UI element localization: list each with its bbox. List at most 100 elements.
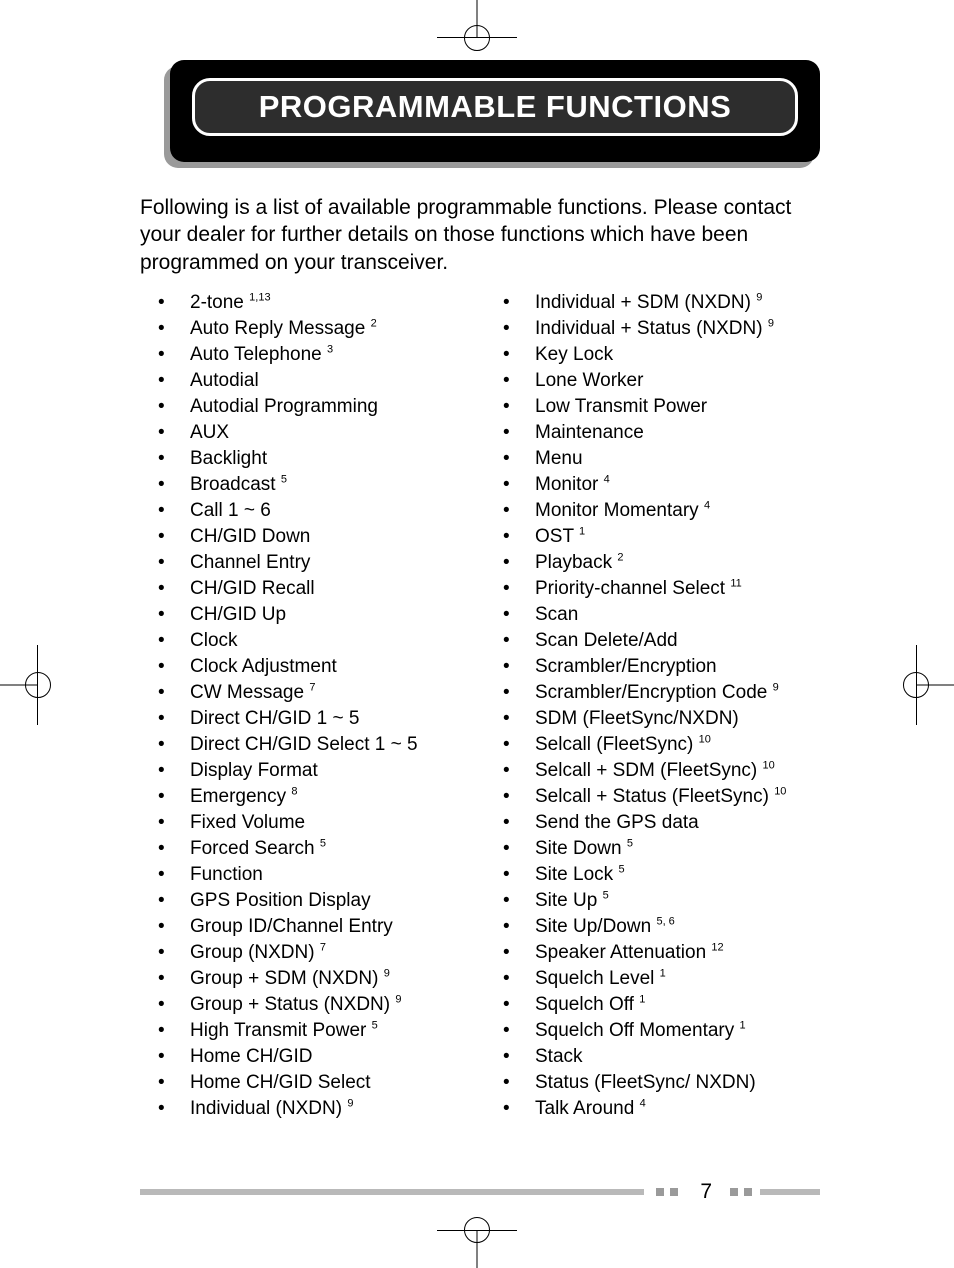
footnote-ref: 5 <box>372 1020 378 1032</box>
bullet: • <box>503 1096 535 1122</box>
list-item: •Stack <box>503 1044 820 1070</box>
bullet: • <box>158 706 190 732</box>
list-item: •Clock Adjustment <box>158 654 475 680</box>
function-label: Scrambler/Encryption <box>535 654 820 680</box>
footnote-ref: 9 <box>384 968 390 980</box>
function-label: Squelch Level 1 <box>535 966 820 992</box>
bullet: • <box>158 1018 190 1044</box>
bullet: • <box>503 1018 535 1044</box>
bullet: • <box>503 966 535 992</box>
footnote-ref: 2 <box>371 318 377 330</box>
page-footer: 7 <box>140 1180 820 1204</box>
list-item: •Auto Reply Message 2 <box>158 316 475 342</box>
function-label: Call 1 ~ 6 <box>190 498 475 524</box>
bullet: • <box>503 706 535 732</box>
list-item: •Individual + SDM (NXDN) 9 <box>503 290 820 316</box>
list-item: •Selcall (FleetSync) 10 <box>503 732 820 758</box>
function-label: Selcall + Status (FleetSync) 10 <box>535 784 820 810</box>
function-label: Stack <box>535 1044 820 1070</box>
bullet: • <box>158 1070 190 1096</box>
footnote-ref: 5 <box>603 890 609 902</box>
bullet: • <box>158 1044 190 1070</box>
footnote-ref: 8 <box>291 786 297 798</box>
footnote-ref: 1 <box>579 526 585 538</box>
bullet: • <box>158 732 190 758</box>
crop-mark-left <box>0 655 60 715</box>
list-item: •Broadcast 5 <box>158 472 475 498</box>
footnote-ref: 10 <box>699 734 711 746</box>
function-label: Site Down 5 <box>535 836 820 862</box>
list-item: •Key Lock <box>503 342 820 368</box>
function-label: Scan Delete/Add <box>535 628 820 654</box>
function-label: 2-tone 1,13 <box>190 290 475 316</box>
function-label: Forced Search 5 <box>190 836 475 862</box>
list-item: •Group (NXDN) 7 <box>158 940 475 966</box>
list-item: •Squelch Off Momentary 1 <box>503 1018 820 1044</box>
function-label: Display Format <box>190 758 475 784</box>
list-item: •Low Transmit Power <box>503 394 820 420</box>
list-item: •Autodial <box>158 368 475 394</box>
bullet: • <box>503 576 535 602</box>
bullet: • <box>503 628 535 654</box>
bullet: • <box>503 784 535 810</box>
function-label: CH/GID Down <box>190 524 475 550</box>
right-column: •Individual + SDM (NXDN) 9•Individual + … <box>485 290 820 1123</box>
bullet: • <box>158 602 190 628</box>
bullet: • <box>158 966 190 992</box>
function-label: Speaker Attenuation 12 <box>535 940 820 966</box>
function-label: Selcall (FleetSync) 10 <box>535 732 820 758</box>
crop-mark-right <box>894 655 954 715</box>
footnote-ref: 5 <box>627 838 633 850</box>
title-inner: PROGRAMMABLE FUNCTIONS <box>192 78 798 136</box>
list-item: •Selcall + Status (FleetSync) 10 <box>503 784 820 810</box>
bullet: • <box>158 654 190 680</box>
bullet: • <box>158 628 190 654</box>
list-item: •Site Up 5 <box>503 888 820 914</box>
function-label: CH/GID Recall <box>190 576 475 602</box>
bullet: • <box>503 550 535 576</box>
function-label: Squelch Off 1 <box>535 992 820 1018</box>
function-label: GPS Position Display <box>190 888 475 914</box>
function-label: CH/GID Up <box>190 602 475 628</box>
bullet: • <box>503 680 535 706</box>
list-item: •Site Lock 5 <box>503 862 820 888</box>
bullet: • <box>158 342 190 368</box>
footnote-ref: 10 <box>774 786 786 798</box>
bullet: • <box>158 758 190 784</box>
footnote-ref: 9 <box>768 318 774 330</box>
function-label: OST 1 <box>535 524 820 550</box>
list-item: •Send the GPS data <box>503 810 820 836</box>
function-label: Home CH/GID Select <box>190 1070 475 1096</box>
function-label: Fixed Volume <box>190 810 475 836</box>
function-label: Playback 2 <box>535 550 820 576</box>
list-item: •Site Up/Down 5, 6 <box>503 914 820 940</box>
list-item: •Group ID/Channel Entry <box>158 914 475 940</box>
function-label: Group + SDM (NXDN) 9 <box>190 966 475 992</box>
function-label: Backlight <box>190 446 475 472</box>
bullet: • <box>503 992 535 1018</box>
function-label: Broadcast 5 <box>190 472 475 498</box>
footer-bar-right <box>760 1189 820 1195</box>
list-item: •AUX <box>158 420 475 446</box>
list-item: •Speaker Attenuation 12 <box>503 940 820 966</box>
bullet: • <box>158 550 190 576</box>
bullet: • <box>158 1096 190 1122</box>
list-item: •Scan Delete/Add <box>503 628 820 654</box>
bullet: • <box>503 446 535 472</box>
function-label: High Transmit Power 5 <box>190 1018 475 1044</box>
list-item: •Priority-channel Select 11 <box>503 576 820 602</box>
bullet: • <box>503 836 535 862</box>
function-label: Group ID/Channel Entry <box>190 914 475 940</box>
list-item: •Status (FleetSync/ NXDN) <box>503 1070 820 1096</box>
function-label: Autodial <box>190 368 475 394</box>
bullet: • <box>503 888 535 914</box>
function-label: Individual + SDM (NXDN) 9 <box>535 290 820 316</box>
page-number: 7 <box>700 1180 712 1204</box>
function-label: CW Message 7 <box>190 680 475 706</box>
function-label: Site Up/Down 5, 6 <box>535 914 820 940</box>
function-label: Maintenance <box>535 420 820 446</box>
list-item: •2-tone 1,13 <box>158 290 475 316</box>
function-label: Key Lock <box>535 342 820 368</box>
footnote-ref: 3 <box>327 344 333 356</box>
bullet: • <box>503 940 535 966</box>
